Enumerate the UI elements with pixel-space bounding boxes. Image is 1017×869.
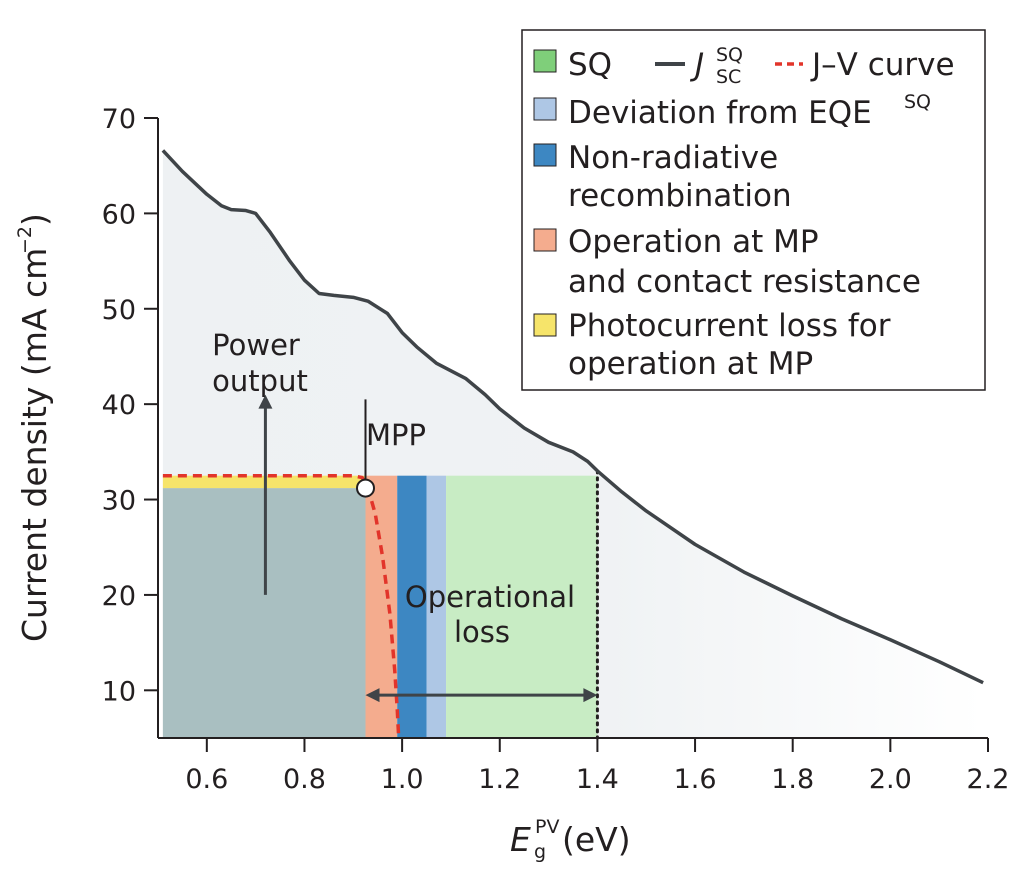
x-tick-label-1: 1.0 (381, 764, 424, 795)
operational-loss-label-1: Operational (405, 580, 575, 614)
x-tick-label-2.2: 2.2 (967, 764, 1010, 795)
x-axis-title-sup: PV (535, 816, 559, 838)
x-tick-label-1.2: 1.2 (478, 764, 521, 795)
power-arrow-head (258, 394, 273, 409)
mpp-label: MPP (366, 418, 426, 452)
x-tick-label-1.6: 1.6 (674, 764, 717, 795)
y-tick-label-30: 30 (102, 486, 136, 517)
y-axis-title-sup: −2 (14, 226, 36, 254)
legend-swatch-deviation (533, 97, 557, 121)
annotations: Power output Operational loss MPP (212, 328, 575, 649)
legend-jsc-sup: SQ (716, 44, 743, 66)
plot-area (161, 149, 984, 740)
y-tick-label-60: 60 (102, 199, 136, 230)
jsc-sq-line (161, 149, 984, 685)
power-output-label-2: output (212, 364, 308, 398)
legend-label-nonrad-2: recombination (568, 178, 792, 214)
x-axis-title: E (510, 820, 531, 859)
legend-label-photocurrent-2: operation at MP (568, 346, 813, 382)
x-tick-label-2: 2.0 (869, 764, 912, 795)
legend-swatch-nonrad (533, 143, 557, 167)
legend-label-deviation: Deviation from EQE (568, 95, 872, 131)
y-axis-title-main: Current density (mA cm (15, 248, 54, 642)
legend: SQ J SQ SC J–V curve Deviation from EQE … (521, 29, 986, 391)
legend-box (521, 29, 986, 391)
x-axis-title-unit: (eV) (562, 820, 631, 859)
x-tick-label-1.4: 1.4 (576, 764, 619, 795)
y-tick-label-40: 40 (102, 390, 136, 421)
legend-swatch-operation (533, 228, 557, 252)
y-tick-label-70: 70 (102, 104, 136, 135)
y-axis-title: Current density (mA cm −2 ) (14, 213, 54, 642)
operational-loss-label-2: loss (454, 615, 510, 649)
mpp-marker (356, 478, 375, 498)
legend-label-deviation-sup: SQ (904, 91, 931, 113)
x-tick-label-0.8: 0.8 (283, 764, 326, 795)
legend-swatch-sq (533, 49, 557, 73)
y-tick-label-20: 20 (102, 581, 136, 612)
legend-label-nonrad-1: Non-radiative (568, 140, 778, 176)
x-tick-label-0.6: 0.6 (185, 764, 228, 795)
y-tick-label-10: 10 (102, 676, 136, 707)
region-4 (426, 475, 447, 738)
axes: 10 20 30 40 50 60 70 0.6 0.8 1.0 1.2 1.4 1.6 1.8 2.0 2.… (102, 104, 1010, 795)
legend-swatch-photocurrent (533, 313, 557, 337)
power-output-label-1: Power (212, 328, 300, 362)
legend-label-sq: SQ (568, 47, 612, 83)
y-tick-label-50: 50 (102, 295, 136, 326)
region-2 (365, 475, 398, 738)
operational-loss-arrow-right (583, 688, 598, 703)
axis-titles: E PV g (eV) Current density (mA cm −2 ) (14, 213, 631, 863)
legend-jv-label: J–V curve (810, 47, 955, 83)
legend-jsc-sub: SC (716, 66, 741, 88)
x-tick-label-1.8: 1.8 (771, 764, 814, 795)
operational-loss-arrow-left (365, 688, 380, 703)
x-axis-title-sub: g (534, 841, 546, 863)
legend-label-operation-1: Operation at MP (568, 224, 819, 260)
y-axis-title-close: ) (15, 213, 54, 226)
legend-label-operation-2: and contact resistance (568, 264, 921, 300)
legend-label-photocurrent-1: Photocurrent loss for (568, 308, 891, 344)
